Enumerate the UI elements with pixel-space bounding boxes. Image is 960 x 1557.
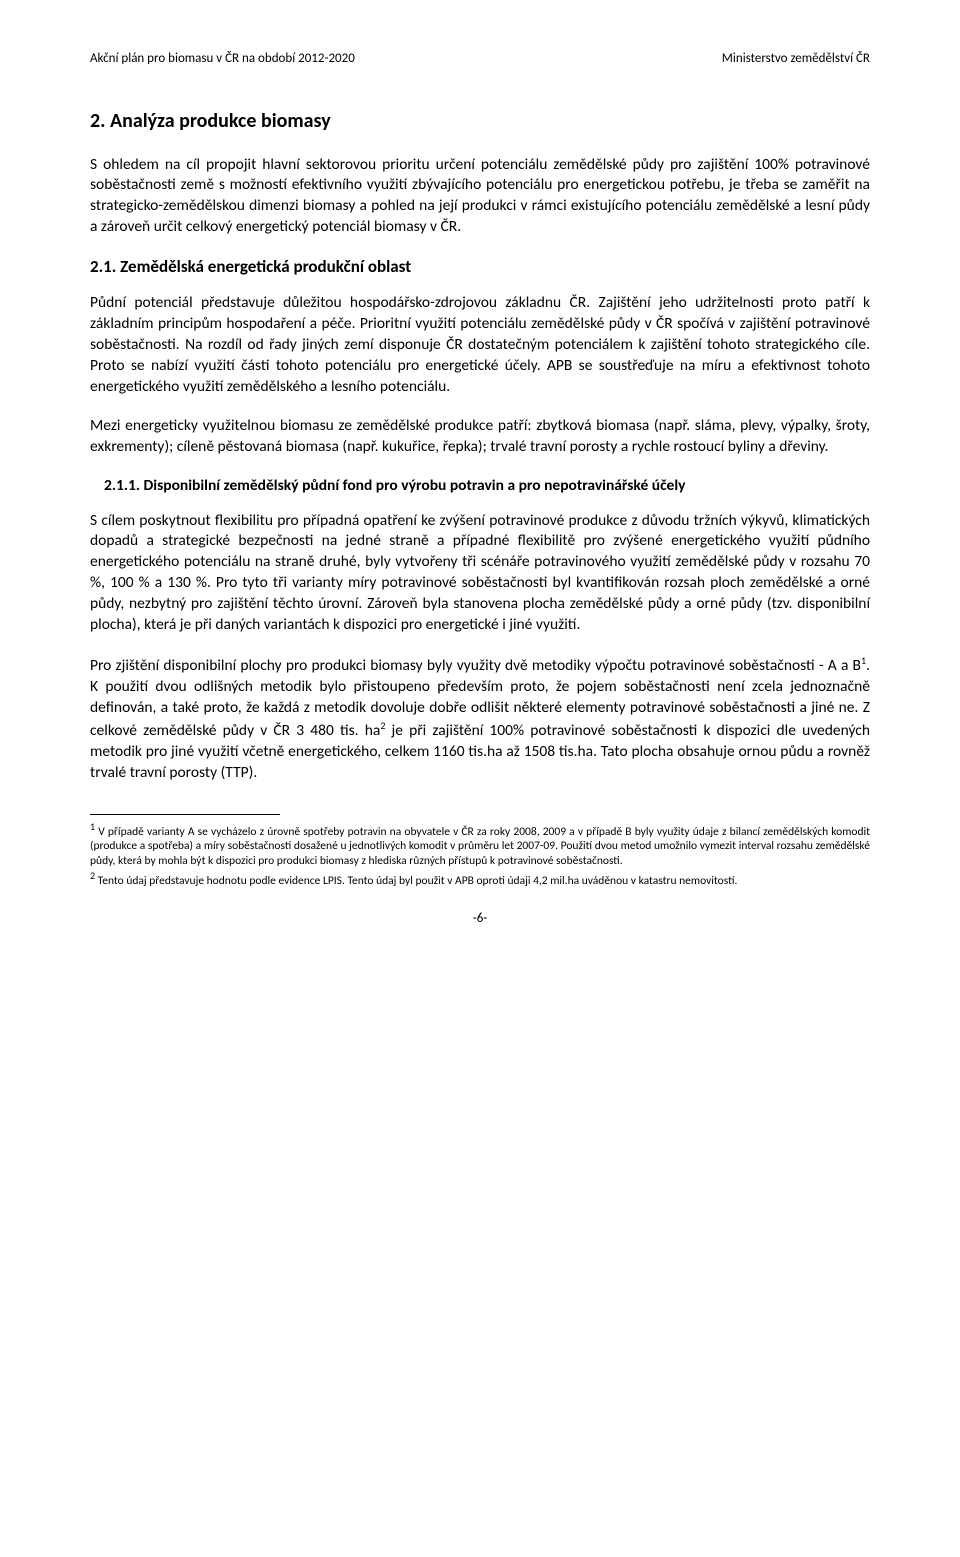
subsubsection-heading: 2.1.1. Disponibilní zemědělský půdní fon… (104, 476, 870, 497)
header-left: Akční plán pro biomasu v ČR na období 20… (90, 50, 355, 68)
subsection-heading: 2.1. Zemědělská energetická produkční ob… (90, 256, 870, 279)
footnote-2-text: Tento údaj představuje hodnotu podle evi… (95, 874, 737, 888)
paragraph-3: Mezi energeticky využitelnou biomasu ze … (90, 416, 870, 458)
footnote-2: 2 Tento údaj představuje hodnotu podle e… (90, 870, 870, 888)
page-number: -6- (90, 910, 870, 928)
header-right: Ministerstvo zemědělství ČR (722, 50, 870, 68)
paragraph-5: Pro zjištění disponibilní plochy pro pro… (90, 654, 870, 784)
footnote-1: 1 V případě varianty A se vycházelo z úr… (90, 821, 870, 868)
paragraph-2: Půdní potenciál představuje důležitou ho… (90, 293, 870, 398)
paragraph-5-part-a: Pro zjištění disponibilní plochy pro pro… (90, 656, 861, 675)
paragraph-4: S cílem poskytnout flexibilitu pro přípa… (90, 511, 870, 637)
footnote-separator (90, 814, 280, 815)
footnote-1-text: V případě varianty A se vycházelo z úrov… (90, 825, 870, 868)
paragraph-intro: S ohledem na cíl propojit hlavní sektoro… (90, 155, 870, 239)
page-header: Akční plán pro biomasu v ČR na období 20… (90, 50, 870, 68)
section-heading: 2. Analýza produkce biomasy (90, 108, 870, 135)
